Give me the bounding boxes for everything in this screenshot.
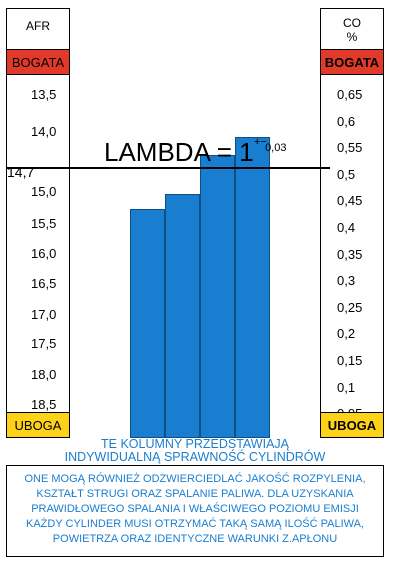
co-tick-label: 0,3 (337, 273, 356, 289)
co-tick-label: 0,4 (337, 220, 356, 235)
afr-tick-label: 13,5 (31, 87, 57, 102)
lambda-tolerance-value: 0,03 (265, 142, 287, 154)
description-text: ONE MOGĄ RÓWNIEŻ ODZWIERCIEDLAĆ JAKOŚĆ R… (24, 473, 366, 545)
afr-tick-label: 16,5 (31, 276, 57, 291)
co-rich-band: BOGATA (321, 49, 383, 75)
afr-tick-label: 18,5 (31, 397, 57, 412)
cylinder-bar-4 (235, 137, 270, 438)
afr-tick-label: 15,5 (31, 216, 57, 231)
co-scale: CO % BOGATA 0,65 0,6 0,55 0,5 0,45 0,4 0,35 0,3… (320, 8, 384, 438)
co-tick-label: 0,55 (337, 140, 363, 156)
co-tick-label: 0,65 (337, 87, 363, 102)
co-tick-label: 0,5 (337, 166, 356, 182)
co-tick-label: 0,1 (337, 379, 356, 395)
plus-minus-sign: +− (254, 136, 267, 148)
caption: TE KOLUMNY PRZEDSTAWIAJĄ INDYWIDUALNĄ SP… (6, 438, 384, 463)
afr-tick-label: 17,5 (31, 336, 57, 351)
co-tick-label: 0,25 (337, 299, 363, 315)
description-box: ONE MOGĄ RÓWNIEŻ ODZWIERCIEDLAĆ JAKOŚĆ R… (6, 465, 384, 557)
caption-line-1: TE KOLUMNY PRZEDSTAWIAJĄ (101, 437, 289, 451)
afr-lean-band: UBOGA (7, 412, 69, 437)
cylinder-bar-2 (165, 194, 200, 438)
afr-tick-label: 16,0 (31, 246, 57, 261)
co-header-percent: % (346, 30, 358, 44)
afr-scale: AFR BOGATA 13,5 14,0 14,7 15,0 15,5 16,0 16,5 1… (6, 8, 70, 438)
co-tick-label: 0,15 (337, 353, 363, 368)
cylinder-bar-3 (200, 155, 235, 438)
co-tick-label: 0,6 (337, 113, 356, 129)
caption-line-2: INDYWIDUALNĄ SPRAWNOŚĆ CYLINDRÓW (64, 449, 326, 464)
afr-rich-band: BOGATA (7, 49, 69, 75)
cylinder-bar-1 (130, 209, 165, 438)
co-tick-label: 0,2 (337, 326, 356, 342)
co-tick-label: 0,45 (337, 193, 363, 209)
lambda-reference-line (6, 167, 330, 169)
co-lean-band: UBOGA (321, 412, 383, 437)
afr-header: AFR (26, 19, 50, 33)
afr-tick-label: 14,0 (31, 124, 57, 139)
lambda-label: LAMBDA = 1 (104, 137, 254, 167)
afr-tick-label: 17,0 (31, 307, 57, 322)
co-header: CO % (321, 9, 383, 55)
afr-tick-label: 15,0 (31, 184, 57, 199)
lambda-tolerance: +− 0,03 (254, 136, 287, 155)
afr-tick-label: 18,0 (31, 367, 57, 382)
co-header-unit: CO (343, 16, 361, 30)
co-tick-label: 0,35 (337, 246, 363, 262)
